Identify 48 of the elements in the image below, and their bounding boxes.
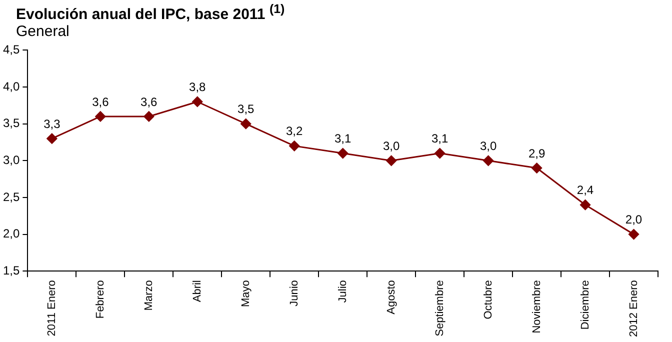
point	[483, 155, 494, 166]
data-label: 2,9	[528, 146, 546, 160]
chart-subtitle: General	[15, 23, 70, 40]
y-tick-label: 3,0	[2, 152, 20, 167]
y-tick-label: 1,5	[2, 263, 20, 278]
data-label: 2,4	[576, 183, 594, 198]
y-tick-label: 4,0	[2, 79, 20, 94]
data-label: 2,0	[625, 212, 642, 227]
point	[289, 140, 300, 152]
y-tick-label: 2,0	[2, 226, 20, 241]
data-label: 3,2	[286, 124, 304, 138]
x-tick-label: Julio	[336, 280, 349, 303]
x-tick-label: 2011 Enero	[46, 280, 58, 336]
x-tick-label: Septiembre	[434, 280, 446, 336]
data-label: 3,3	[44, 116, 61, 131]
point	[240, 118, 252, 130]
data-label: 3,5	[238, 102, 255, 116]
x-tick-label: Diciembre	[579, 280, 592, 330]
x-tick-label: Abril	[191, 280, 204, 302]
y-tick-label: 3,5	[2, 116, 20, 130]
chart-title: Evolución anual del IPC, base 2011 $^{(1)}$	[15, 1, 286, 23]
point	[580, 200, 591, 210]
data-label: 3,1	[334, 132, 352, 146]
point	[95, 111, 106, 122]
data-label: 3,0	[480, 138, 497, 153]
point	[532, 162, 542, 174]
y-tick-label: 2,5	[2, 190, 20, 204]
x-tick-label: Febrero	[94, 280, 106, 319]
data-label: 3,1	[431, 132, 448, 146]
point	[338, 148, 348, 159]
point	[144, 111, 154, 122]
data-label: 3,6	[92, 94, 110, 109]
point	[386, 155, 397, 166]
x-tick-label: 2012 Enero	[628, 280, 640, 338]
point	[628, 229, 640, 240]
x-tick-label: Agosto	[385, 280, 398, 314]
x-tick-label: Octubre	[482, 280, 494, 320]
x-tick-label: Mayo	[240, 280, 252, 308]
data-label: 3,8	[189, 80, 206, 94]
point	[46, 133, 58, 144]
y-tick-label: 4,5	[2, 42, 20, 57]
data-label: 3,6	[140, 94, 158, 109]
point	[192, 96, 203, 107]
x-tick-label: Marzo	[142, 280, 155, 311]
x-tick-label: Junio	[288, 280, 300, 306]
data-label: 3,0	[382, 138, 400, 153]
x-tick-label: Noviembre	[530, 280, 543, 334]
point	[434, 148, 446, 159]
